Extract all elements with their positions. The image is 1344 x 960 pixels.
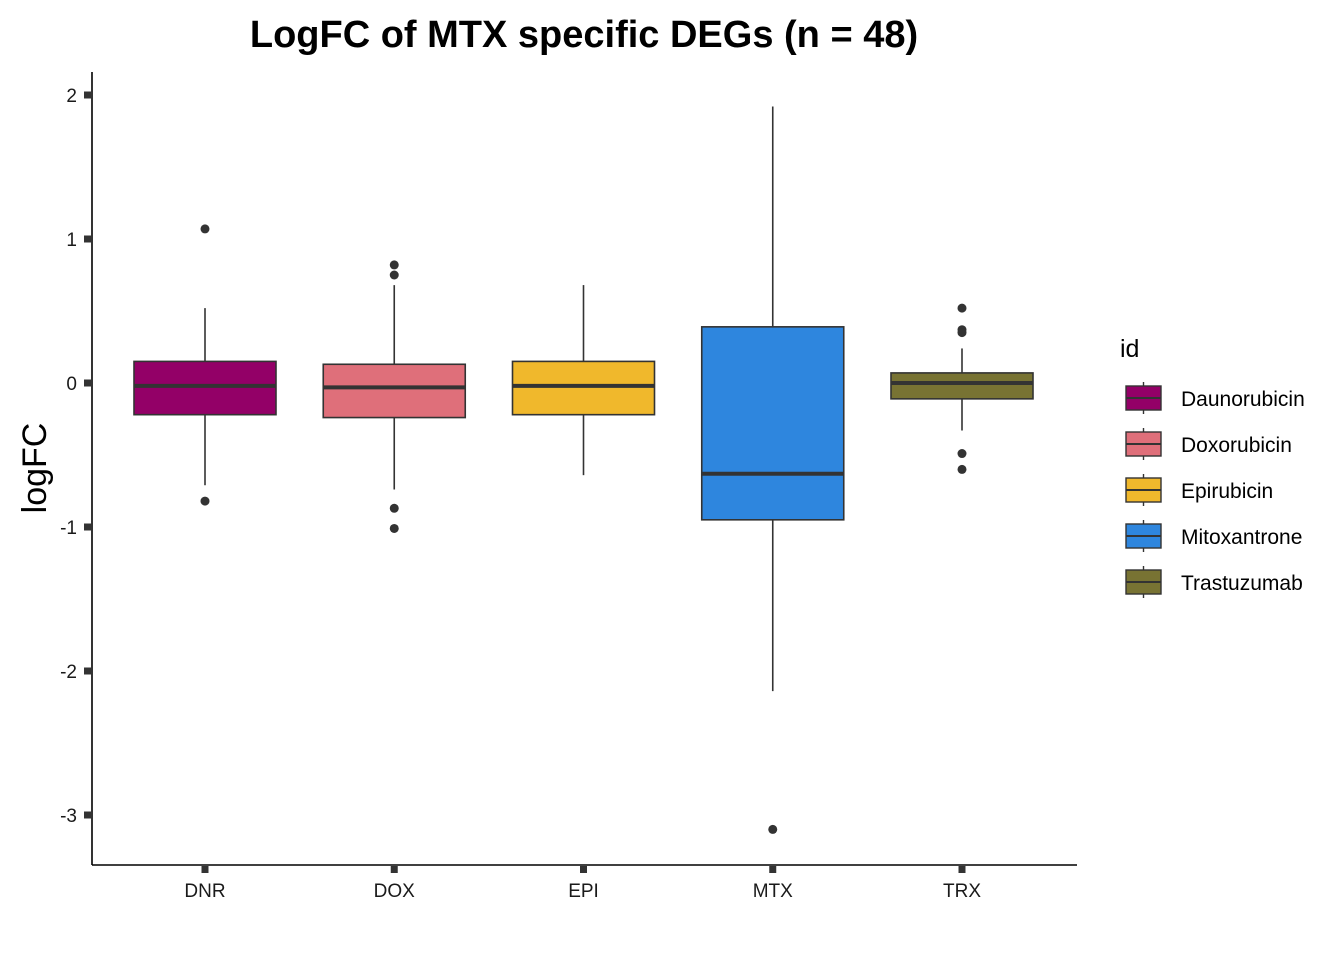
outlier-point — [200, 496, 210, 506]
legend: id Daunorubicin Doxorubicin Epirubicin Mito… — [1120, 335, 1305, 598]
y-tick-label: 2 — [66, 86, 77, 107]
x-tick-label: MTX — [753, 881, 793, 902]
plot-area: 2 1 0 -1 -2 -3 DNR DOX EPI MTX TRX — [60, 72, 1077, 902]
legend-item-daunorubicin: Daunorubicin — [1125, 382, 1305, 414]
y-tick-mark — [84, 91, 91, 99]
legend-label: Trastuzumab — [1181, 572, 1303, 595]
x-tick-mark — [580, 866, 587, 873]
box-mtx — [700, 106, 845, 834]
box-epi — [511, 285, 656, 476]
outlier-point — [957, 449, 967, 459]
box-trx — [890, 303, 1034, 474]
outlier-point — [768, 824, 778, 834]
outlier-point — [957, 464, 967, 474]
legend-label: Doxorubicin — [1181, 434, 1292, 457]
outlier-point — [389, 523, 399, 533]
x-tick-mark — [958, 866, 966, 873]
legend-title: id — [1120, 335, 1139, 363]
outlier-point — [389, 260, 399, 270]
box-dox — [322, 260, 467, 533]
legend-label: Daunorubicin — [1181, 388, 1305, 411]
outlier-point — [957, 303, 967, 313]
legend-label: Mitoxantrone — [1181, 526, 1302, 549]
outlier-point — [957, 328, 967, 338]
y-tick-label: -2 — [60, 662, 77, 683]
y-tick-mark — [84, 379, 91, 387]
x-tick-mark — [769, 866, 777, 873]
y-axis-label: logFC — [16, 423, 54, 514]
y-tick-label: -1 — [60, 518, 77, 539]
legend-item-mitoxantrone: Mitoxantrone — [1125, 520, 1302, 552]
x-tick-label: TRX — [943, 881, 981, 902]
y-tick-label: 0 — [66, 374, 77, 395]
y-tick-label: 1 — [66, 230, 77, 251]
outlier-point — [389, 503, 399, 513]
outlier-point — [200, 224, 210, 234]
box-body — [511, 360, 656, 416]
x-tick-mark — [390, 866, 398, 873]
x-tick-label: DOX — [374, 881, 416, 902]
chart-title: LogFC of MTX specific DEGs (n = 48) — [250, 14, 918, 56]
box-body — [133, 360, 277, 416]
box-body — [890, 372, 1034, 400]
y-tick-label: -3 — [60, 806, 77, 827]
x-tick-label: EPI — [568, 881, 599, 902]
x-tick-mark — [201, 866, 209, 873]
legend-item-doxorubicin: Doxorubicin — [1125, 428, 1292, 460]
legend-item-epirubicin: Epirubicin — [1125, 474, 1273, 506]
box-body — [700, 326, 845, 521]
y-tick-mark — [84, 811, 91, 819]
outlier-point — [389, 270, 399, 280]
box-dnr — [133, 224, 277, 506]
y-tick-mark — [84, 523, 91, 531]
legend-label: Epirubicin — [1181, 480, 1273, 503]
x-tick-label: DNR — [184, 881, 225, 902]
box-body — [322, 363, 467, 419]
legend-item-trastuzumab: Trastuzumab — [1125, 566, 1303, 598]
y-tick-mark — [84, 667, 91, 675]
y-tick-mark — [84, 235, 91, 243]
